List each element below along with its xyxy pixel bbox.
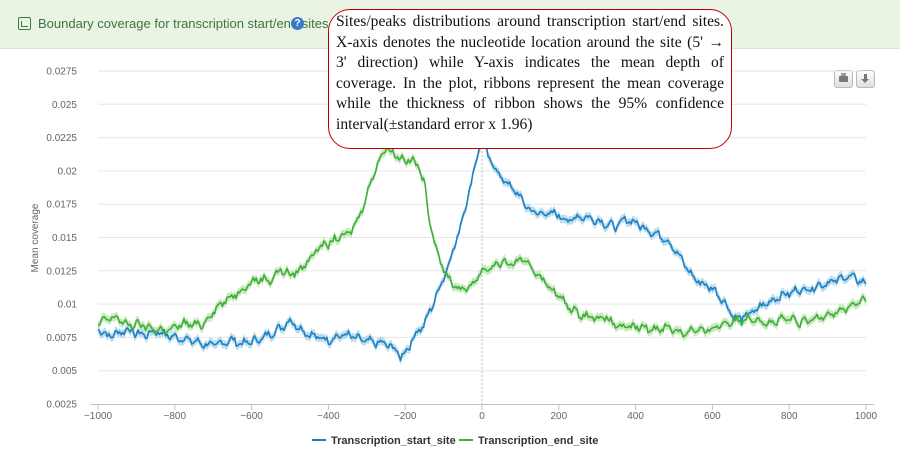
x-tick-label: 200	[550, 411, 567, 422]
panel-title: Boundary coverage for transcription star…	[38, 16, 329, 31]
y-axis-ticks: 0.0025 0.005 0.0075 0.01 0.0125 0.015 0.0175 0.…	[46, 67, 77, 411]
x-tick-label: −600	[240, 411, 263, 422]
x-tick-label: −1000	[84, 411, 113, 422]
y-tick-label: 0.0025	[46, 400, 77, 411]
download-icon	[861, 74, 870, 84]
x-tick-label: 0	[479, 411, 485, 422]
x-tick-label: −200	[394, 411, 417, 422]
y-axis-label: Mean coverage	[30, 203, 41, 272]
x-tick-label: 800	[781, 411, 798, 422]
x-tick-label: 1000	[855, 411, 878, 422]
y-tick-label: 0.005	[52, 366, 77, 377]
y-tick-label: 0.0075	[46, 333, 77, 344]
confidence-ribbons	[98, 138, 866, 365]
x-tick-label: 600	[704, 411, 721, 422]
y-tick-label: 0.0125	[46, 266, 77, 277]
print-button[interactable]	[834, 70, 853, 88]
x-axis-ticks: −1000 −800 −600 −400 −200 0 200 400 600 800 1000	[84, 404, 878, 422]
y-tick-label: 0.0275	[46, 67, 77, 78]
x-tick-label: −800	[164, 411, 187, 422]
y-tick-label: 0.0225	[46, 133, 77, 144]
legend-item[interactable]: Transcription_end_site	[478, 435, 598, 447]
ribbon-Transcription_end_site	[98, 142, 866, 342]
question-circle-icon[interactable]: ?	[291, 17, 304, 30]
y-tick-label: 0.0175	[46, 200, 77, 211]
legend: Transcription_start_site Transcription_en…	[312, 435, 598, 447]
y-tick-label: 0.025	[52, 100, 77, 111]
series-line-Transcription_end_site	[98, 146, 867, 338]
y-tick-label: 0.01	[58, 300, 78, 311]
x-tick-label: −400	[317, 411, 340, 422]
printer-icon	[839, 73, 848, 82]
legend-item[interactable]: Transcription_start_site	[331, 435, 456, 447]
annotation-callout: Sites/peaks distributions around transcr…	[328, 9, 732, 149]
x-tick-label: 400	[627, 411, 644, 422]
y-tick-label: 0.02	[58, 166, 78, 177]
area-chart-icon	[18, 17, 31, 30]
y-tick-label: 0.015	[52, 233, 77, 244]
